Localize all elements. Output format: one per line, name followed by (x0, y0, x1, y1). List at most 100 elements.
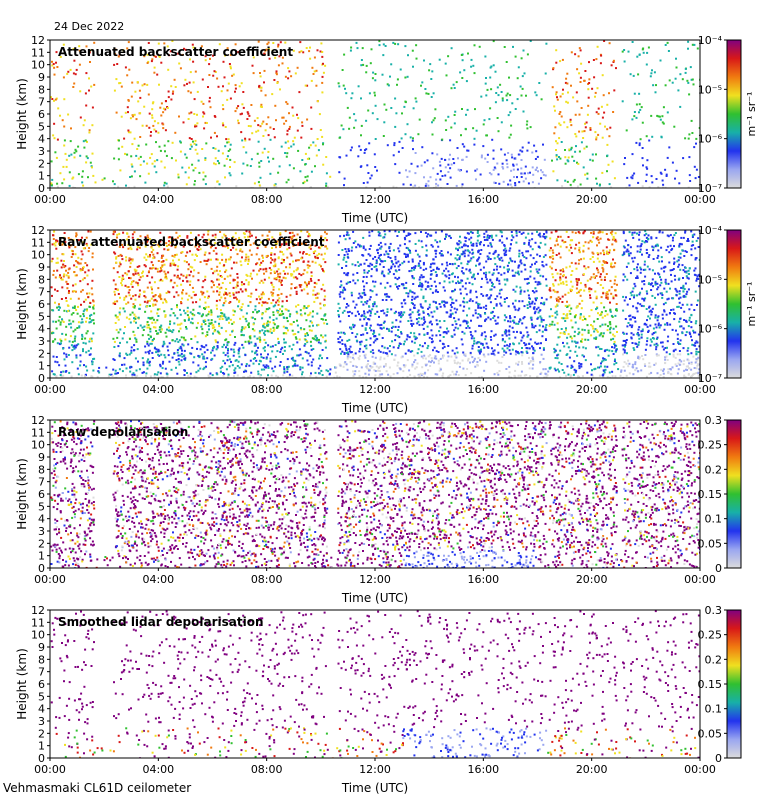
y-tick-label: 9 (38, 641, 45, 654)
x-tick-label: 00:00 (684, 383, 716, 396)
y-tick-label: 12 (31, 604, 45, 617)
x-tick-label: 08:00 (251, 383, 283, 396)
x-tick-label: 16:00 (467, 193, 499, 206)
colorbar-tick-label: 0.3 (705, 604, 723, 617)
data-field (50, 230, 700, 378)
colorbar-tick-label: 0 (715, 752, 722, 765)
y-tick-label: 11 (31, 616, 45, 629)
panel-title: Smoothed lidar depolarisation (58, 615, 264, 629)
y-tick-label: 5 (38, 120, 45, 133)
data-field (50, 420, 700, 568)
y-tick-label: 1 (38, 360, 45, 373)
x-tick-label: 16:00 (467, 383, 499, 396)
x-tick-label: 04:00 (142, 573, 174, 586)
colorbar-tick-label: 0.25 (698, 439, 723, 452)
colorbar-tick-label: 0.2 (705, 653, 723, 666)
colorbar (726, 39, 742, 189)
y-tick-label: 1 (38, 740, 45, 753)
x-tick-label: 16:00 (467, 573, 499, 586)
y-tick-label: 3 (38, 525, 45, 538)
y-tick-label: 5 (38, 690, 45, 703)
data-field (50, 40, 700, 188)
y-tick-label: 6 (38, 298, 45, 311)
y-tick-label: 5 (38, 310, 45, 323)
y-tick-label: 9 (38, 261, 45, 274)
colorbar-tick-label: 0.2 (705, 463, 723, 476)
x-axis-label: Time (UTC) (341, 591, 408, 605)
colorbar-tick-label: 10⁻⁴ (698, 224, 723, 237)
y-tick-label: 5 (38, 500, 45, 513)
colorbar-tick-label: 10⁻⁵ (698, 273, 722, 286)
y-tick-label: 6 (38, 488, 45, 501)
x-tick-label: 12:00 (359, 193, 391, 206)
colorbar-tick-label: 10⁻⁷ (698, 182, 722, 195)
colorbar-tick-label: 0.15 (698, 678, 723, 691)
y-tick-label: 4 (38, 703, 45, 716)
x-tick-label: 20:00 (576, 763, 608, 776)
colorbar-tick-label: 10⁻⁶ (698, 133, 723, 146)
y-tick-label: 11 (31, 46, 45, 59)
y-tick-label: 7 (38, 666, 45, 679)
y-tick-label: 0 (38, 562, 45, 575)
colorbar-tick-label: 10⁻⁵ (698, 83, 722, 96)
y-tick-label: 11 (31, 426, 45, 439)
colorbar-tick-label: 0.25 (698, 629, 723, 642)
colorbar-tick-label: 10⁻⁶ (698, 323, 723, 336)
y-tick-label: 1 (38, 170, 45, 183)
y-tick-label: 7 (38, 96, 45, 109)
x-tick-label: 00:00 (684, 763, 716, 776)
colorbar-label: m⁻¹ sr⁻¹ (745, 92, 758, 137)
x-tick-label: 08:00 (251, 193, 283, 206)
colorbar-tick-label: 0.15 (698, 488, 723, 501)
x-tick-label: 08:00 (251, 573, 283, 586)
y-tick-label: 4 (38, 513, 45, 526)
colorbar-tick-label: 10⁻⁴ (698, 34, 723, 47)
y-tick-label: 2 (38, 537, 45, 550)
y-tick-label: 3 (38, 145, 45, 158)
x-tick-label: 04:00 (142, 193, 174, 206)
panel-title: Attenuated backscatter coefficient (58, 45, 293, 59)
colorbar-tick-label: 0 (715, 562, 722, 575)
y-tick-label: 9 (38, 451, 45, 464)
x-tick-label: 20:00 (576, 193, 608, 206)
x-tick-label: 08:00 (251, 763, 283, 776)
x-tick-label: 04:00 (142, 383, 174, 396)
y-axis-label: Height (km) (15, 268, 29, 339)
y-tick-label: 2 (38, 727, 45, 740)
x-axis-label: Time (UTC) (341, 781, 408, 795)
y-axis-label: Height (km) (15, 458, 29, 529)
y-tick-label: 0 (38, 182, 45, 195)
panel-title: Raw attenuated backscatter coefficient (58, 235, 325, 249)
x-tick-label: 00:00 (684, 193, 716, 206)
y-tick-label: 4 (38, 323, 45, 336)
x-axis-label: Time (UTC) (341, 401, 408, 415)
x-tick-label: 12:00 (359, 383, 391, 396)
date-label: 24 Dec 2022 (54, 20, 125, 33)
x-tick-label: 20:00 (576, 573, 608, 586)
y-tick-label: 7 (38, 286, 45, 299)
colorbar-tick-label: 0.05 (698, 537, 723, 550)
y-tick-label: 1 (38, 550, 45, 563)
x-axis-label: Time (UTC) (341, 211, 408, 225)
y-tick-label: 10 (31, 629, 45, 642)
y-tick-label: 3 (38, 335, 45, 348)
colorbar-tick-label: 0.3 (705, 414, 723, 427)
y-tick-label: 2 (38, 157, 45, 170)
colorbar (726, 419, 742, 569)
x-tick-label: 00:00 (34, 573, 66, 586)
x-tick-label: 12:00 (359, 763, 391, 776)
y-tick-label: 10 (31, 59, 45, 72)
y-tick-label: 7 (38, 476, 45, 489)
colorbar-tick-label: 0.05 (698, 727, 723, 740)
x-tick-label: 00:00 (34, 383, 66, 396)
y-tick-label: 10 (31, 249, 45, 262)
y-tick-label: 8 (38, 273, 45, 286)
panel-title: Raw depolarisation (58, 425, 188, 439)
y-axis-label: Height (km) (15, 648, 29, 719)
colorbar (726, 229, 742, 379)
x-tick-label: 20:00 (576, 383, 608, 396)
y-tick-label: 6 (38, 678, 45, 691)
